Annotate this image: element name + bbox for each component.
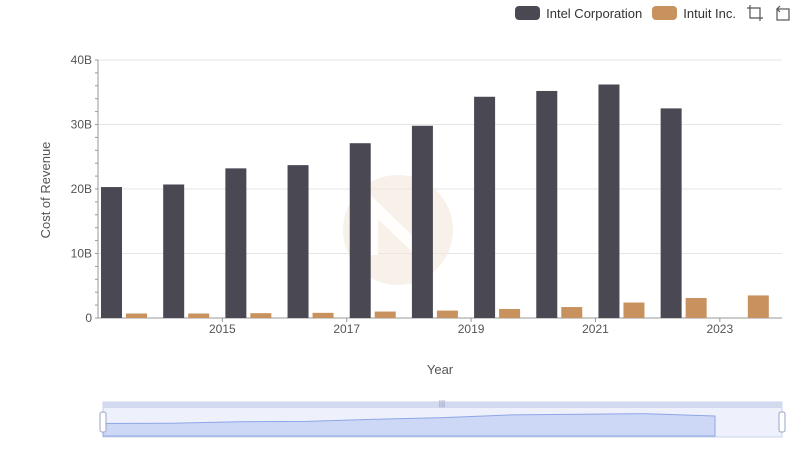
- x-tick-label: 2021: [582, 322, 609, 336]
- bar-intel-2015[interactable]: [163, 184, 185, 318]
- y-tick-label: 10B: [71, 247, 92, 261]
- zoom-select-icon[interactable]: [746, 4, 764, 22]
- bar-intel-2014[interactable]: [101, 187, 122, 318]
- y-tick-label: 20B: [71, 182, 92, 196]
- legend-item-intuit[interactable]: Intuit Inc.: [652, 6, 736, 21]
- legend-label-intuit: Intuit Inc.: [683, 5, 736, 21]
- bar-intel-2017[interactable]: [287, 165, 309, 318]
- bar-intel-2020[interactable]: [474, 96, 496, 318]
- bar-intel-2019[interactable]: [411, 125, 433, 318]
- x-axis-title: Year: [427, 362, 454, 377]
- y-tick-label: 40B: [71, 53, 92, 67]
- bar-intuit-2014[interactable]: [126, 313, 147, 318]
- bar-intel-2022[interactable]: [598, 84, 620, 318]
- x-tick-label: 2017: [333, 322, 360, 336]
- bar-intuit-2019[interactable]: [436, 310, 458, 318]
- bar-intuit-2023[interactable]: [685, 298, 707, 318]
- slider-right-handle[interactable]: [778, 411, 786, 433]
- x-tick-label: 2019: [458, 322, 485, 336]
- slider-left-handle[interactable]: [99, 411, 107, 433]
- x-tick-label: 2015: [209, 322, 236, 336]
- zoom-slider[interactable]: |||: [99, 399, 786, 438]
- legend-swatch-intel: [515, 6, 541, 20]
- legend-label-intel: Intel Corporation: [546, 5, 643, 21]
- bars[interactable]: [101, 84, 769, 319]
- bar-intuit-2016[interactable]: [250, 313, 272, 318]
- slider-top-bar[interactable]: [103, 402, 782, 408]
- x-axis: 2015 2017 2019 2021 2023: [98, 317, 782, 336]
- slider-grip-icon[interactable]: |||: [439, 399, 445, 408]
- y-axis: 0 10B 20B 30B 40B: [71, 53, 99, 325]
- y-axis-title: Cost of Revenue: [38, 142, 53, 239]
- bar-intuit-2020[interactable]: [499, 308, 521, 318]
- bar-intel-2018[interactable]: [349, 143, 371, 318]
- legend-item-intel[interactable]: Intel Corporation: [515, 6, 642, 21]
- bar-intuit-2017[interactable]: [312, 312, 334, 318]
- y-tick-label: 30B: [71, 118, 92, 132]
- legend-swatch-intuit: [652, 6, 678, 20]
- y-tick-label: 0: [85, 311, 92, 325]
- bar-intel-2016[interactable]: [225, 168, 247, 318]
- slider-preview-area: [102, 413, 716, 437]
- bar-intuit-2022[interactable]: [623, 302, 645, 318]
- bar-intel-2023[interactable]: [660, 108, 682, 318]
- bar-intuit-2018[interactable]: [374, 311, 396, 318]
- x-tick-label: 2023: [706, 322, 733, 336]
- legend: Intel Corporation Intuit Inc.: [515, 4, 792, 22]
- bar-intuit-2024[interactable]: [747, 295, 769, 318]
- bar-intuit-2015[interactable]: [188, 313, 210, 318]
- bar-intel-2021[interactable]: [536, 90, 558, 319]
- restore-icon[interactable]: [774, 4, 792, 22]
- bar-intuit-2021[interactable]: [561, 307, 583, 318]
